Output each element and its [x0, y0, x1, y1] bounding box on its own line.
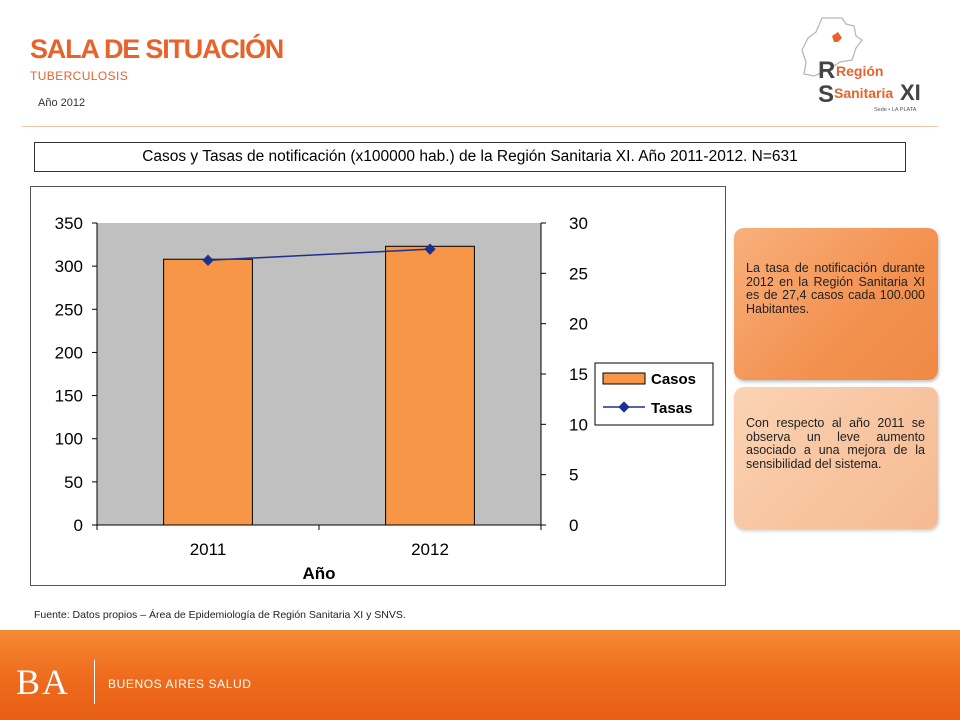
- region-highlight-icon: [832, 32, 842, 42]
- page-subtitle: TUBERCULOSIS: [30, 69, 129, 83]
- y2-tick-label: 0: [569, 516, 578, 535]
- y2-tick-label: 10: [569, 415, 588, 434]
- svg-text:R: R: [818, 57, 835, 84]
- x-axis-title: Año: [302, 564, 335, 583]
- bar-casos-2012: [385, 245, 475, 526]
- line-tasas: [207, 248, 431, 261]
- header-divider: [22, 126, 938, 127]
- svg-text:S: S: [818, 81, 834, 108]
- y-tick-label: 150: [55, 387, 83, 406]
- y2-tick-label: 30: [569, 214, 588, 233]
- legend-label-tasas: Tasas: [651, 400, 692, 417]
- source-note: Fuente: Datos propios – Área de Epidemio…: [34, 609, 406, 621]
- chart-caption: Casos y Tasas de notificación (x100000 h…: [34, 142, 906, 172]
- logo-small-text: Sede • LA PLATA: [874, 107, 917, 113]
- footer-brand-logo: BA: [16, 662, 71, 702]
- point-tasas-2012: [424, 243, 436, 255]
- logo-line2: Sanitaria: [834, 85, 893, 101]
- callout-comparison: Con respecto al año 2011 se observa un l…: [734, 387, 938, 529]
- page-title: SALA DE SITUACIÓN: [30, 34, 284, 64]
- region-sanitaria-logo: R Región S Sanitaria XI Sede • LA PLATA: [801, 17, 921, 113]
- y-tick-label: 350: [55, 214, 83, 233]
- footer-bar: BA BUENOS AIRES SALUD: [0, 630, 960, 720]
- logo-line1: Región: [836, 63, 883, 79]
- x-tick-label: 2011: [190, 540, 227, 559]
- y2-tick-label: 25: [569, 264, 588, 283]
- y-tick-label: 250: [55, 300, 83, 319]
- logo-numeral: XI: [900, 80, 921, 105]
- y-tick-label: 100: [55, 430, 83, 449]
- y-tick-label: 300: [55, 257, 83, 276]
- report-year: Año 2012: [38, 97, 86, 109]
- legend-label-casos: Casos: [651, 371, 696, 388]
- x-tick-label: 2012: [411, 540, 449, 559]
- cases-rates-chart: 0 50 100 150 200 250 300 350 0 5 10 15 20 25 30 2011 201…: [55, 214, 714, 583]
- footer-label: BUENOS AIRES SALUD: [108, 677, 252, 691]
- y2-tick-label: 5: [569, 466, 578, 485]
- legend-swatch-casos: [602, 372, 646, 385]
- y-tick-label: 0: [74, 516, 83, 535]
- chart-container: 0 50 100 150 200 250 300 350 0 5 10 15 20 25 30 2011 201…: [30, 186, 726, 586]
- bar-casos-2011: [163, 258, 253, 526]
- y-tick-label: 50: [64, 473, 83, 492]
- y2-tick-label: 15: [569, 365, 588, 384]
- y2-tick-label: 20: [569, 315, 588, 334]
- callout-notification-rate: La tasa de notificación durante 2012 en …: [734, 228, 938, 380]
- legend-marker-tasas: [618, 401, 630, 413]
- province-map-icon: [801, 17, 863, 77]
- y-tick-label: 200: [55, 343, 83, 362]
- footer-separator: [94, 660, 95, 704]
